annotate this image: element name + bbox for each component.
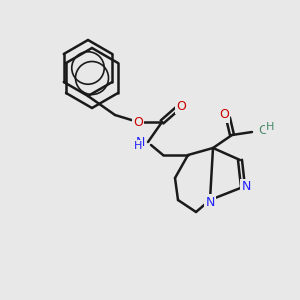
Text: H: H <box>266 122 275 132</box>
Text: O: O <box>176 100 186 112</box>
Text: O: O <box>219 109 229 122</box>
Text: O: O <box>133 116 143 128</box>
Text: N: N <box>205 196 215 208</box>
Text: N: N <box>241 181 251 194</box>
Text: O: O <box>258 124 268 136</box>
Text: N: N <box>136 136 145 148</box>
Text: H: H <box>134 141 142 151</box>
